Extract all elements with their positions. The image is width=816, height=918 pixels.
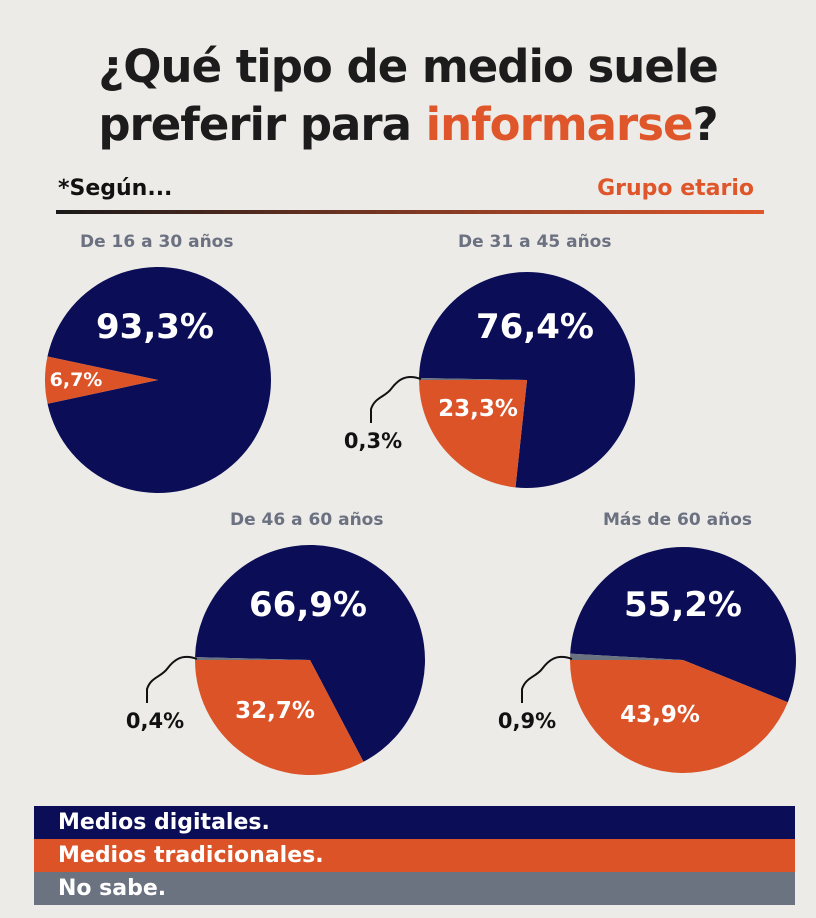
legend-traditional: Medios tradicionales. [34, 839, 795, 872]
pie-2-slice-traditional [195, 660, 364, 775]
legend-digital: Medios digitales. [34, 806, 795, 839]
pie-0-slice-traditional [45, 356, 158, 404]
pie-3-slice-digital [570, 547, 796, 703]
grupo-etario-label: Grupo etario [597, 176, 754, 201]
pie-3-label-traditional: 43,9% [620, 702, 700, 728]
title-highlight: informarse [425, 98, 694, 151]
pie-1-label-traditional: 23,3% [438, 396, 518, 422]
pie-title-1: De 31 a 45 años [458, 232, 612, 252]
title-suffix: ? [692, 98, 719, 151]
pie-2-slice-unknown [195, 657, 310, 660]
title-prefix: preferir para [98, 98, 426, 151]
segun-label: *Según... [58, 176, 173, 201]
pie-0-label-traditional: 6,7% [50, 369, 103, 391]
pie-2-leader-line [146, 655, 198, 703]
pie-2-label-unknown: 0,4% [126, 709, 184, 733]
title-line-1: ¿Qué tipo de medio suele [98, 40, 719, 93]
pie-title-2: De 46 a 60 años [230, 510, 384, 530]
pie-title-0: De 16 a 30 años [80, 232, 234, 252]
page-title: ¿Qué tipo de medio suele preferir para i… [0, 38, 816, 154]
pie-3-slice-traditional [570, 660, 788, 774]
title-line-2: preferir para informarse? [0, 96, 816, 154]
pie-1-slice-unknown [419, 377, 527, 380]
pie-title-3: Más de 60 años [603, 510, 752, 530]
gradient-divider [56, 210, 764, 214]
pie-1-leader-line [370, 375, 422, 424]
pie-2-slice-digital [195, 545, 425, 762]
pie-0-slice-digital [47, 267, 271, 493]
pie-0-label-digital: 93,3% [96, 307, 214, 347]
pie-3-leader-line [521, 655, 573, 704]
pie-1-slice-digital [419, 272, 635, 488]
pie-1-slice-traditional [419, 380, 527, 488]
pie-1-label-digital: 76,4% [476, 307, 594, 347]
pie-2-label-digital: 66,9% [249, 585, 367, 625]
pie-1-label-unknown: 0,3% [344, 429, 402, 453]
pie-3-label-unknown: 0,9% [498, 709, 556, 733]
pie-2-label-traditional: 32,7% [235, 698, 315, 724]
pie-3-slice-unknown [570, 653, 683, 660]
legend-unknown: No sabe. [34, 872, 795, 905]
pie-3-label-digital: 55,2% [624, 585, 742, 625]
